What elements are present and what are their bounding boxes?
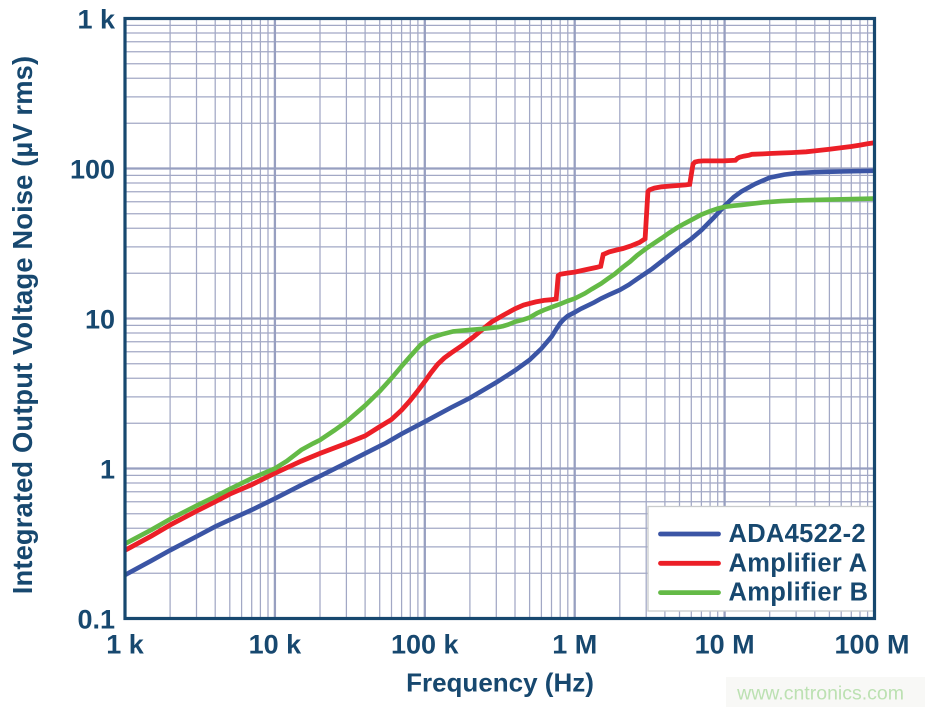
svg-text:1: 1 <box>100 455 115 485</box>
svg-text:100: 100 <box>70 155 115 185</box>
svg-text:www.cntronics.com: www.cntronics.com <box>736 683 904 705</box>
svg-text:100 k: 100 k <box>391 630 460 660</box>
svg-text:ADA4522-2: ADA4522-2 <box>729 520 866 548</box>
svg-text:1 k: 1 k <box>106 630 145 660</box>
svg-text:10 k: 10 k <box>249 630 303 660</box>
svg-text:0.1: 0.1 <box>77 605 115 635</box>
svg-text:10 M: 10 M <box>695 630 755 660</box>
svg-text:Frequency (Hz): Frequency (Hz) <box>406 668 594 698</box>
svg-text:10: 10 <box>85 305 115 335</box>
svg-text:Amplifier B: Amplifier B <box>729 579 869 607</box>
svg-text:1 M: 1 M <box>552 630 597 660</box>
svg-text:1 k: 1 k <box>77 5 116 35</box>
svg-text:Amplifier A: Amplifier A <box>729 549 868 577</box>
svg-text:Integrated Output Voltage Nois: Integrated Output Voltage Noise (µV rms) <box>7 56 38 594</box>
svg-text:100 M: 100 M <box>834 630 909 660</box>
